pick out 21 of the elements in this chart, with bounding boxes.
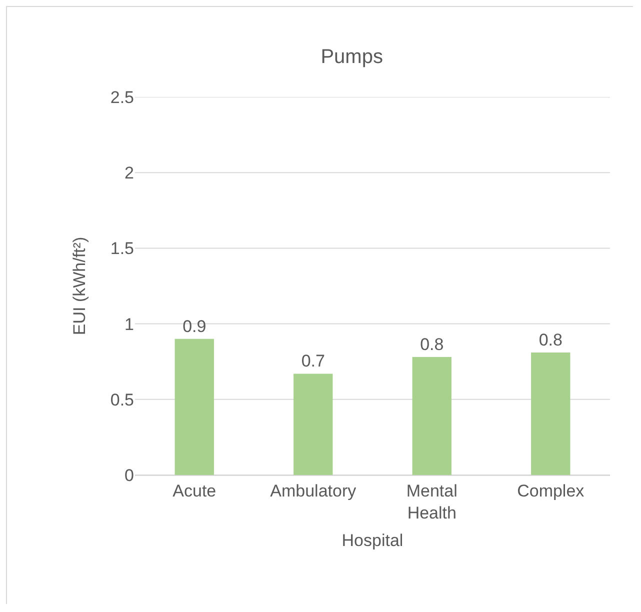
chart-title: Pumps <box>320 46 383 68</box>
x-tick-label: Mental Health <box>406 481 458 522</box>
x-tick-label: Acute <box>172 481 216 500</box>
data-label: 0.8 <box>538 330 562 350</box>
y-tick-label: 1.5 <box>110 239 134 258</box>
y-tick-label: 2 <box>124 164 134 183</box>
x-tick-label: Complex <box>517 481 585 500</box>
bar <box>412 357 452 475</box>
bar <box>294 374 333 475</box>
x-axis-title: Hospital <box>342 530 404 550</box>
data-label: 0.8 <box>420 335 444 354</box>
y-axis-title: EUI (kWh/ft²) <box>70 236 89 336</box>
y-tick-label: 0 <box>124 466 134 485</box>
data-label: 0.9 <box>182 316 206 336</box>
y-tick-label: 2.5 <box>110 88 134 107</box>
bar <box>531 352 570 475</box>
data-label: 0.7 <box>301 352 325 371</box>
x-tick-label: Ambulatory <box>270 481 357 500</box>
y-tick-label: 0.5 <box>110 390 134 410</box>
bar <box>174 338 214 475</box>
y-tick-label: 1 <box>124 314 134 334</box>
